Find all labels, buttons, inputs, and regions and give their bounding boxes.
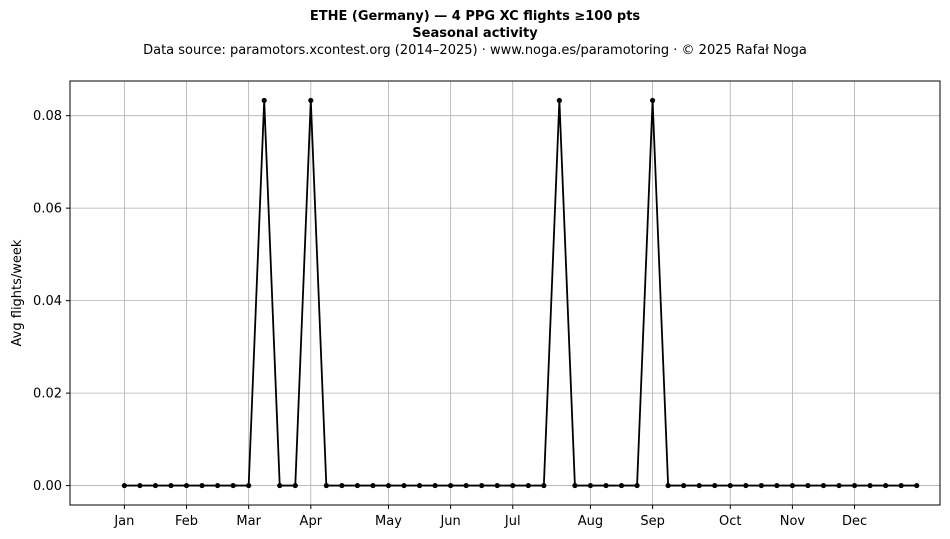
data-point — [214, 482, 221, 489]
chart-title: ETHE (Germany) — 4 PPG XC flights ≥100 p… — [309, 9, 641, 24]
data-point — [774, 482, 780, 489]
data-point — [712, 482, 718, 489]
data-point — [448, 482, 454, 489]
data-point — [914, 482, 920, 489]
data-point — [851, 482, 858, 489]
data-point — [370, 482, 376, 489]
data-point — [292, 482, 298, 489]
x-tick-label-jan: Jan — [113, 514, 134, 529]
data-point — [572, 482, 578, 489]
y-tick-label: 0.06 — [33, 202, 62, 217]
data-point — [789, 482, 796, 489]
grid-layer — [70, 81, 940, 505]
y-tick-label: 0.00 — [33, 479, 62, 494]
data-point — [277, 482, 283, 489]
data-point — [121, 482, 127, 489]
data-point — [463, 482, 469, 489]
data-point — [696, 482, 702, 489]
data-point — [323, 482, 329, 489]
x-tick-label-dec: Dec — [842, 514, 867, 529]
data-point — [168, 482, 174, 489]
data-point — [603, 482, 609, 489]
data-point — [152, 482, 159, 489]
x-tick-label-nov: Nov — [780, 514, 806, 529]
chart-subtitle: Data source: paramotors.xcontest.org (20… — [143, 43, 807, 58]
data-point — [385, 482, 392, 489]
data-point — [634, 482, 640, 489]
data-point — [820, 482, 827, 489]
data-point — [883, 482, 889, 489]
data-point — [401, 482, 407, 489]
y-tick-label: 0.04 — [33, 294, 62, 309]
x-tick-label-feb: Feb — [175, 514, 198, 529]
plot-frame — [69, 80, 941, 506]
data-point — [354, 482, 361, 489]
x-tick-label-jun: Jun — [439, 514, 460, 529]
data-point — [525, 482, 531, 489]
data-point — [681, 482, 687, 489]
x-tick-label-aug: Aug — [578, 514, 603, 529]
x-tick-label-mar: Mar — [236, 514, 261, 529]
axis-layer: Jan Feb Mar Apr May Jun Jul Aug Sep Oct Nov Dec 0.00… — [33, 109, 867, 529]
data-point — [556, 97, 562, 104]
chart-title-secondary: Seasonal activity — [412, 26, 538, 41]
data-point — [246, 482, 252, 489]
data-point — [743, 482, 749, 489]
data-point — [867, 482, 873, 489]
y-tick-label: 0.08 — [33, 109, 62, 124]
data-point — [649, 97, 656, 104]
data-point — [587, 482, 594, 489]
data-point — [510, 482, 516, 489]
x-tick-label-oct: Oct — [719, 514, 741, 529]
data-point — [727, 482, 733, 489]
x-tick-label-apr: Apr — [300, 514, 323, 529]
data-point — [758, 482, 764, 489]
x-tick-label-sep: Sep — [640, 514, 665, 529]
data-point — [665, 482, 671, 489]
data-point — [479, 482, 485, 489]
data-point — [836, 482, 842, 489]
data-point — [432, 482, 438, 489]
data-point — [339, 482, 345, 489]
data-point — [261, 97, 267, 104]
data-point — [541, 482, 547, 489]
y-axis-label: Avg flights/week — [10, 239, 25, 346]
data-point — [199, 482, 205, 489]
data-point — [308, 97, 314, 104]
data-point — [230, 482, 236, 489]
data-point — [618, 482, 625, 489]
data-point — [898, 482, 904, 489]
y-tick-label: 0.02 — [33, 387, 62, 402]
x-tick-label-jul: Jul — [504, 514, 521, 529]
data-point — [805, 482, 811, 489]
x-tick-label-may: May — [375, 514, 402, 529]
data-point — [416, 482, 423, 489]
series-line — [124, 99, 917, 487]
data-point — [137, 482, 143, 489]
data-point — [183, 482, 190, 489]
data-point — [494, 482, 500, 489]
chart-title-block: ETHE (Germany) — 4 PPG XC flights ≥100 p… — [0, 8, 950, 59]
series-layer — [121, 97, 920, 489]
